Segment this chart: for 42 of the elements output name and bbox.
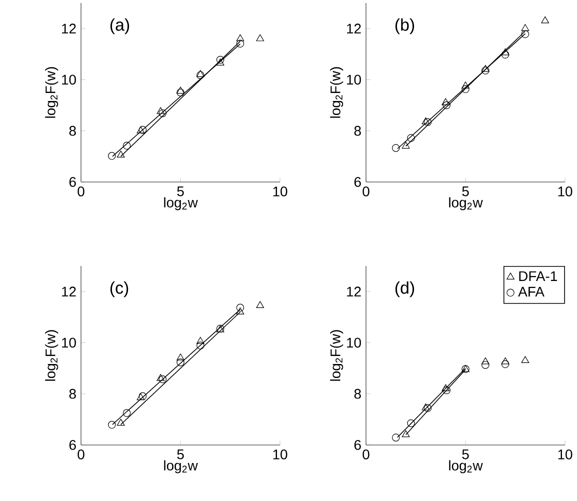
y-tick-label: 8 <box>354 126 361 136</box>
x-tick-label: 5 <box>462 186 469 196</box>
x-tick-label: 10 <box>273 449 288 460</box>
x-tick-label: 0 <box>78 449 84 460</box>
annotation: (b) <box>395 18 414 34</box>
y-tick-label: 10 <box>347 74 361 85</box>
x-tick-label: 10 <box>558 186 572 196</box>
y-tick-label: 12 <box>62 24 76 34</box>
y-tick-label: 12 <box>347 24 361 34</box>
annotation: (a) <box>110 18 130 34</box>
y-tick-label: 8 <box>69 388 76 399</box>
x-axis-title: log$_{2}$w <box>449 197 483 210</box>
y-tick-label: 6 <box>354 177 361 187</box>
y-tick-label: 10 <box>62 74 76 85</box>
x-tick-label: 5 <box>177 450 184 460</box>
y-tick-label: 8 <box>69 126 76 136</box>
x-tick-label: 0 <box>362 186 370 196</box>
y-tick-label: 12 <box>62 286 76 296</box>
x-tick-label: 10 <box>273 186 288 196</box>
y-tick-label: 10 <box>62 338 76 348</box>
x-axis-title: log$_{2}$w <box>449 460 483 474</box>
x-axis-title: log$_{2}$w <box>164 197 198 210</box>
y-tick-label: 8 <box>354 388 361 399</box>
y-axis-title: log$_{2}$F(w) <box>330 67 344 118</box>
x-tick-label: 5 <box>177 186 184 196</box>
x-tick-label: 0 <box>362 449 370 460</box>
annotation: (d) <box>395 281 414 298</box>
legend-label: DFA-1 <box>519 271 557 281</box>
y-tick-label: 6 <box>69 177 76 187</box>
x-tick-label: 0 <box>78 186 84 196</box>
annotation: (c) <box>110 281 128 298</box>
x-tick-label: 10 <box>558 449 572 460</box>
legend-label: AFA <box>518 286 544 296</box>
y-axis-title: log$_{2}$F(w) <box>45 67 58 118</box>
y-axis-title: log$_{2}$F(w) <box>45 330 58 381</box>
y-tick-label: 10 <box>347 338 361 348</box>
y-tick-label: 12 <box>347 286 361 296</box>
y-axis-title: log$_{2}$F(w) <box>330 330 344 381</box>
y-tick-label: 6 <box>69 440 76 450</box>
y-tick-label: 6 <box>354 440 361 450</box>
x-axis-title: log$_{2}$w <box>164 460 198 474</box>
x-tick-label: 5 <box>462 450 469 460</box>
